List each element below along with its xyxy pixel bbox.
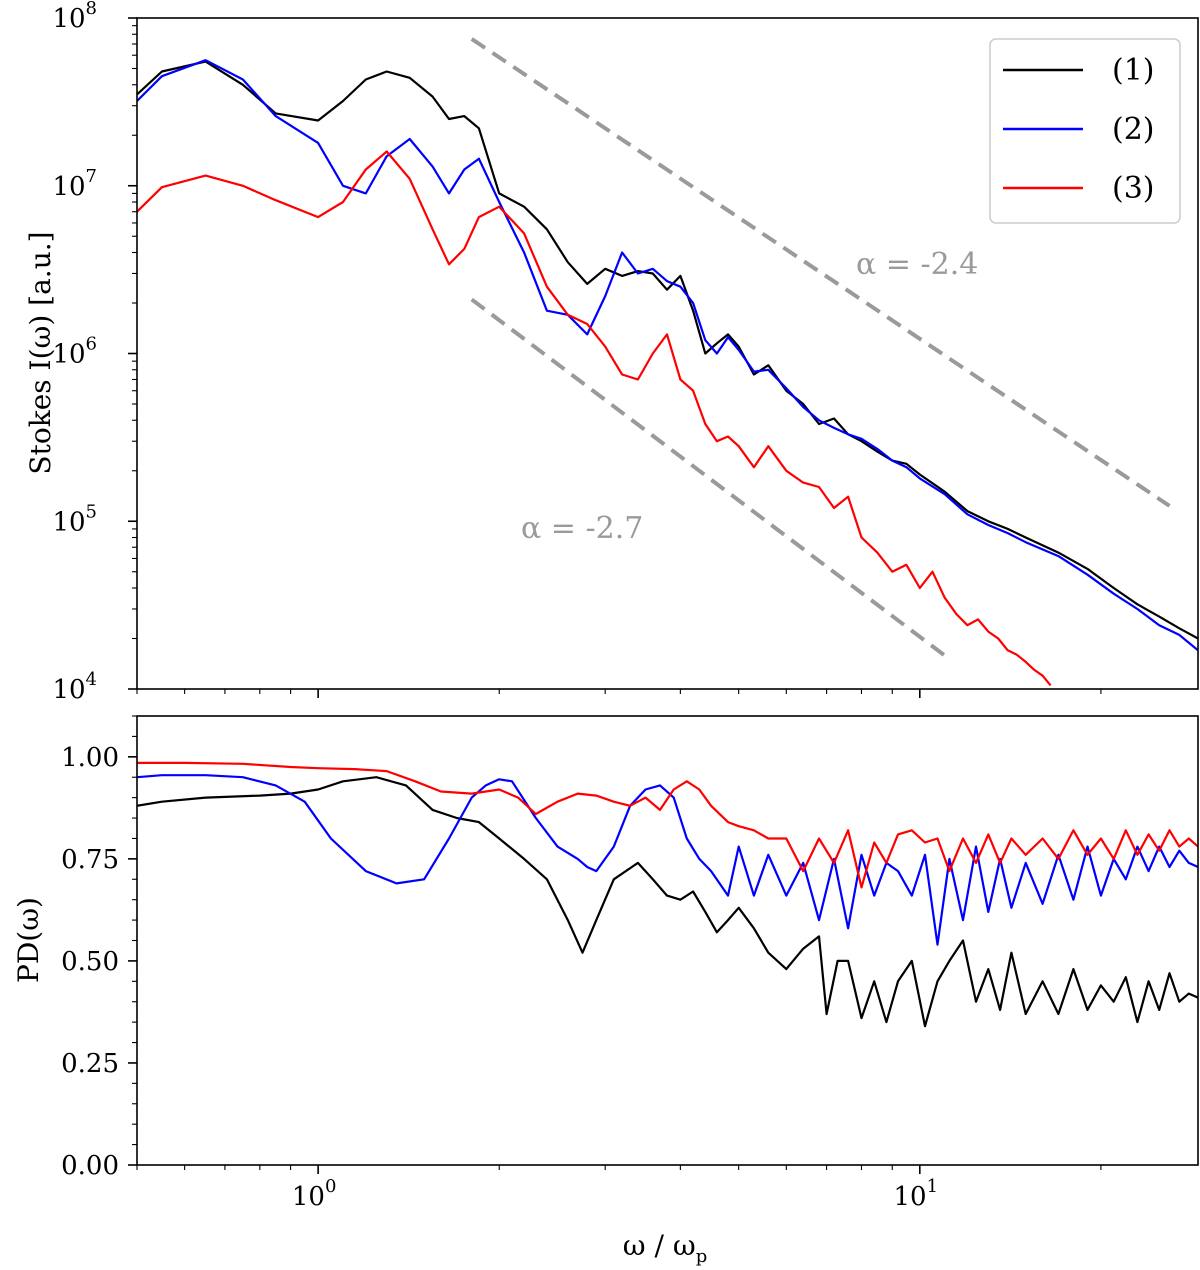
y-tick-base: 10 — [52, 4, 85, 34]
y-tick-base: 10 — [52, 675, 85, 705]
y-tick-exp: 6 — [86, 334, 97, 355]
y-tick-label: 108 — [52, 0, 97, 34]
guide-line-1 — [470, 297, 946, 658]
top-plot-frame — [136, 17, 1199, 690]
x-tick-base: 10 — [292, 1182, 325, 1212]
legend: (1) (2) (3) — [989, 38, 1181, 224]
y-tick-exp: 4 — [86, 669, 97, 690]
x-tick-label: 101 — [894, 1176, 939, 1212]
top-guides — [470, 37, 1171, 658]
bottom-series-3 — [137, 761, 1198, 889]
bottom-ylabel: PD(ω) — [12, 897, 45, 983]
top-ylabel: Stokes I(ω) [a.u.] — [24, 231, 57, 474]
xlabel-main: ω / ω — [623, 1229, 696, 1262]
y-tick-base: 10 — [52, 172, 85, 202]
y-tick-base: 10 — [52, 340, 85, 370]
y-tick-label: 106 — [52, 334, 97, 370]
y-tick-label: 0.75 — [61, 845, 119, 875]
bottom-series-1 — [137, 776, 1198, 1028]
guide-label-steep: α = -2.4 — [856, 247, 978, 282]
guide-label-shallow: α = -2.7 — [521, 511, 643, 546]
legend-box — [989, 38, 1181, 224]
y-tick-label: 107 — [52, 166, 97, 202]
bottom-plot-frame — [136, 715, 1199, 1166]
bottom-series-2 — [137, 774, 1198, 946]
legend-label-1: (1) — [1112, 53, 1155, 88]
x-tick-label: 100 — [292, 1176, 337, 1212]
top-series-2 — [137, 59, 1198, 652]
x-tick-exp: 1 — [927, 1176, 938, 1197]
xlabel-subscript: p — [696, 1246, 708, 1267]
y-tick-label: 105 — [52, 501, 97, 537]
top-series — [137, 59, 1198, 687]
y-tick-exp: 7 — [86, 166, 97, 187]
y-tick-label: 0.25 — [61, 1049, 119, 1079]
x-tick-exp: 0 — [325, 1176, 336, 1197]
bottom-series — [137, 761, 1198, 1028]
y-tick-label: 104 — [52, 669, 97, 705]
y-tick-label: 0.00 — [61, 1151, 119, 1181]
y-tick-label: 1.00 — [61, 743, 119, 773]
y-tick-exp: 5 — [86, 501, 97, 522]
legend-label-3: (3) — [1112, 171, 1155, 206]
x-tick-base: 10 — [894, 1182, 927, 1212]
bottom-xlabel: ω / ωp — [623, 1229, 707, 1267]
y-tick-exp: 8 — [86, 0, 97, 19]
y-tick-base: 10 — [52, 507, 85, 537]
guide-line-0 — [470, 37, 1171, 508]
top-series-3 — [137, 150, 1052, 687]
legend-label-2: (2) — [1112, 112, 1155, 147]
y-tick-label: 0.50 — [61, 947, 119, 977]
